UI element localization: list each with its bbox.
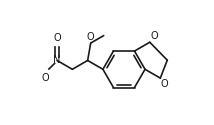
Text: O: O — [87, 32, 95, 42]
Text: O: O — [53, 34, 61, 43]
Text: O: O — [42, 73, 49, 83]
Text: O: O — [150, 31, 158, 41]
Text: O: O — [161, 79, 169, 89]
Text: N: N — [53, 56, 61, 66]
